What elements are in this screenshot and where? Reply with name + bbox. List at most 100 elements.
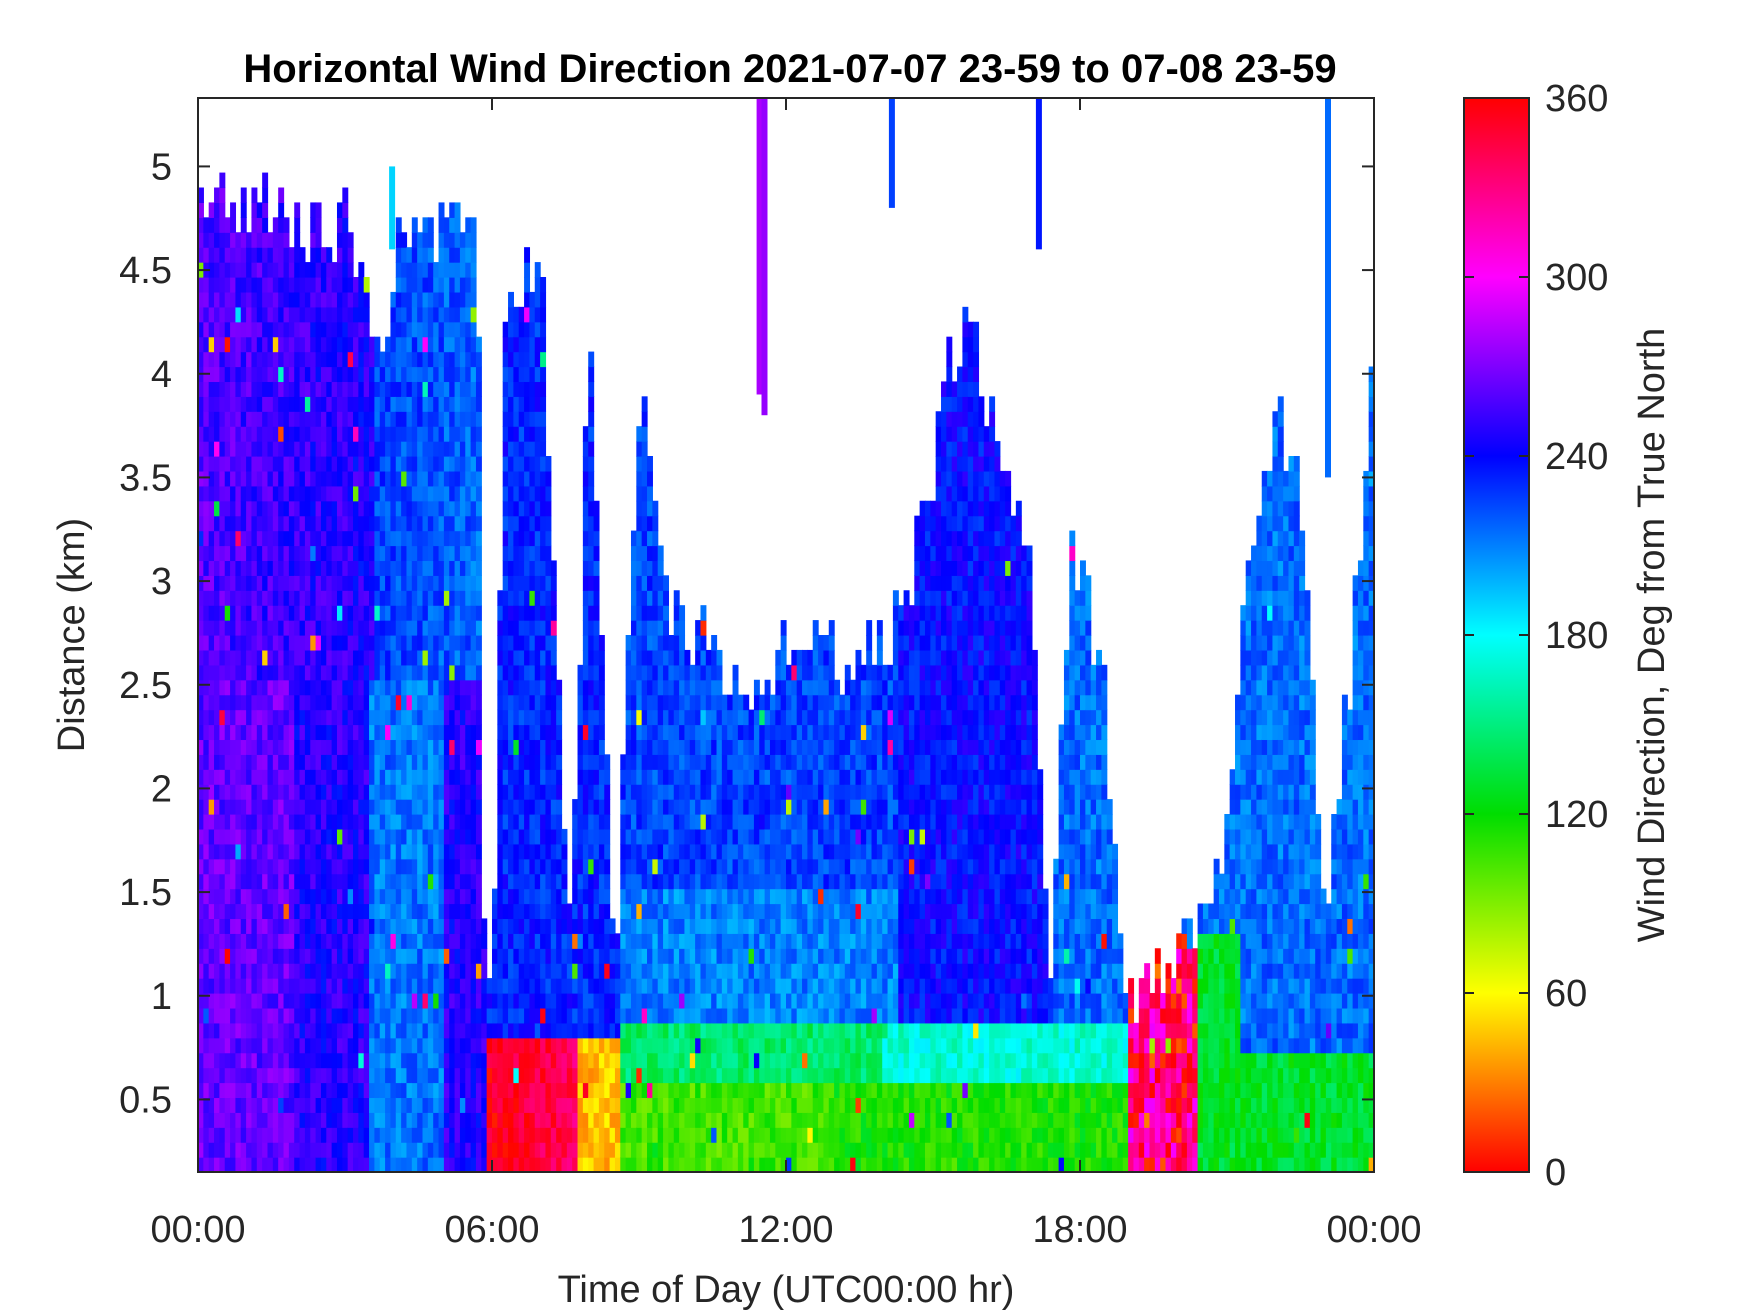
heatmap-cell bbox=[513, 1037, 520, 1054]
heatmap-cell bbox=[369, 1022, 375, 1039]
heatmap-cell bbox=[315, 262, 322, 278]
heatmap-cell bbox=[663, 620, 669, 636]
heatmap-cell bbox=[358, 620, 365, 636]
heatmap-cell bbox=[582, 456, 589, 472]
heatmap-cell bbox=[390, 903, 397, 920]
heatmap-cell bbox=[582, 664, 589, 681]
heatmap-cell bbox=[470, 828, 477, 845]
heatmap-cell bbox=[342, 500, 349, 517]
heatmap-cell bbox=[240, 963, 247, 979]
heatmap-cell bbox=[529, 485, 536, 502]
heatmap-cell bbox=[395, 441, 402, 457]
heatmap-cell bbox=[256, 590, 263, 606]
heatmap-cell bbox=[657, 1127, 664, 1143]
heatmap-cell bbox=[358, 694, 365, 711]
heatmap-cell bbox=[529, 515, 536, 532]
heatmap-cell bbox=[572, 1037, 579, 1054]
heatmap-cell bbox=[272, 1052, 279, 1069]
heatmap-cell bbox=[427, 1127, 434, 1143]
heatmap-cell bbox=[465, 694, 472, 711]
heatmap-cell bbox=[475, 411, 482, 427]
heatmap-cell bbox=[679, 1142, 686, 1158]
heatmap-cell bbox=[647, 1127, 653, 1143]
heatmap-cell bbox=[315, 351, 322, 368]
heatmap-cell bbox=[358, 336, 365, 353]
heatmap-cell bbox=[235, 918, 242, 934]
heatmap-cell bbox=[443, 993, 450, 1009]
heatmap-cell bbox=[320, 828, 327, 845]
heatmap-cell bbox=[299, 396, 306, 412]
heatmap-cell bbox=[470, 426, 477, 442]
heatmap-cell bbox=[406, 978, 413, 994]
heatmap-cell bbox=[529, 396, 536, 412]
heatmap-cell bbox=[411, 769, 418, 785]
heatmap-cell bbox=[315, 948, 322, 964]
heatmap-cell bbox=[695, 918, 702, 934]
heatmap-cell bbox=[262, 1112, 269, 1128]
heatmap-cell bbox=[374, 694, 381, 711]
heatmap-cell bbox=[625, 888, 632, 905]
heatmap-cell bbox=[673, 1052, 680, 1069]
heatmap-cell bbox=[294, 1127, 301, 1143]
heatmap-cell bbox=[540, 918, 547, 934]
heatmap-cell bbox=[449, 649, 456, 666]
heatmap-cell bbox=[315, 426, 322, 442]
heatmap-cell bbox=[278, 918, 285, 934]
heatmap-cell bbox=[422, 1007, 429, 1024]
heatmap-cell bbox=[614, 1037, 621, 1054]
heatmap-cell bbox=[294, 291, 301, 308]
heatmap-cell bbox=[465, 411, 472, 427]
heatmap-cell bbox=[700, 843, 707, 860]
heatmap-cell bbox=[524, 500, 531, 517]
heatmap-cell bbox=[294, 1052, 301, 1069]
heatmap-cell bbox=[342, 321, 349, 338]
heatmap-cell bbox=[256, 277, 263, 293]
heatmap-cell bbox=[310, 724, 317, 741]
heatmap-cell bbox=[459, 441, 466, 457]
heatmap-cell bbox=[401, 1082, 408, 1099]
heatmap-cell bbox=[620, 799, 627, 815]
heatmap-cell bbox=[363, 291, 370, 308]
heatmap-cell bbox=[443, 247, 450, 263]
heatmap-cell bbox=[636, 1112, 643, 1128]
heatmap-cell bbox=[417, 724, 424, 741]
heatmap-cell bbox=[272, 605, 279, 621]
heatmap-cell bbox=[679, 1037, 686, 1054]
heatmap-cell bbox=[465, 545, 472, 562]
heatmap-cell bbox=[492, 918, 498, 934]
heatmap-cell bbox=[240, 1112, 247, 1128]
heatmap-cell bbox=[577, 993, 584, 1009]
heatmap-cell bbox=[283, 814, 290, 830]
heatmap-cell bbox=[556, 694, 563, 711]
heatmap-cell bbox=[278, 873, 285, 890]
heatmap-cell bbox=[358, 291, 365, 308]
heatmap-cell bbox=[267, 1157, 274, 1173]
heatmap-cell bbox=[342, 590, 349, 606]
heatmap-cell bbox=[331, 1112, 338, 1128]
heatmap-cell bbox=[529, 873, 536, 890]
heatmap-cell bbox=[256, 679, 263, 696]
heatmap-cell bbox=[502, 1052, 509, 1069]
heatmap-cell bbox=[497, 978, 504, 994]
heatmap-cell bbox=[342, 202, 349, 218]
heatmap-cell bbox=[513, 784, 520, 800]
heatmap-cell bbox=[272, 1007, 279, 1024]
heatmap-cell bbox=[278, 828, 285, 845]
heatmap-cell bbox=[475, 888, 482, 905]
heatmap-cell bbox=[449, 858, 456, 875]
heatmap-cell bbox=[288, 769, 295, 785]
heatmap-cell bbox=[652, 649, 659, 666]
heatmap-cell bbox=[214, 277, 220, 293]
heatmap-cell bbox=[315, 694, 322, 711]
heatmap-cell bbox=[529, 1067, 536, 1084]
heatmap-cell bbox=[219, 993, 226, 1009]
heatmap-cell bbox=[465, 799, 472, 815]
heatmap-cell bbox=[529, 709, 536, 726]
heatmap-cell bbox=[240, 530, 247, 547]
heatmap-cell bbox=[406, 679, 413, 696]
heatmap-cell bbox=[657, 978, 664, 994]
heatmap-cell bbox=[299, 1052, 306, 1069]
heatmap-cell bbox=[203, 485, 210, 502]
heatmap-cell bbox=[620, 784, 627, 800]
heatmap-cell bbox=[283, 590, 290, 606]
